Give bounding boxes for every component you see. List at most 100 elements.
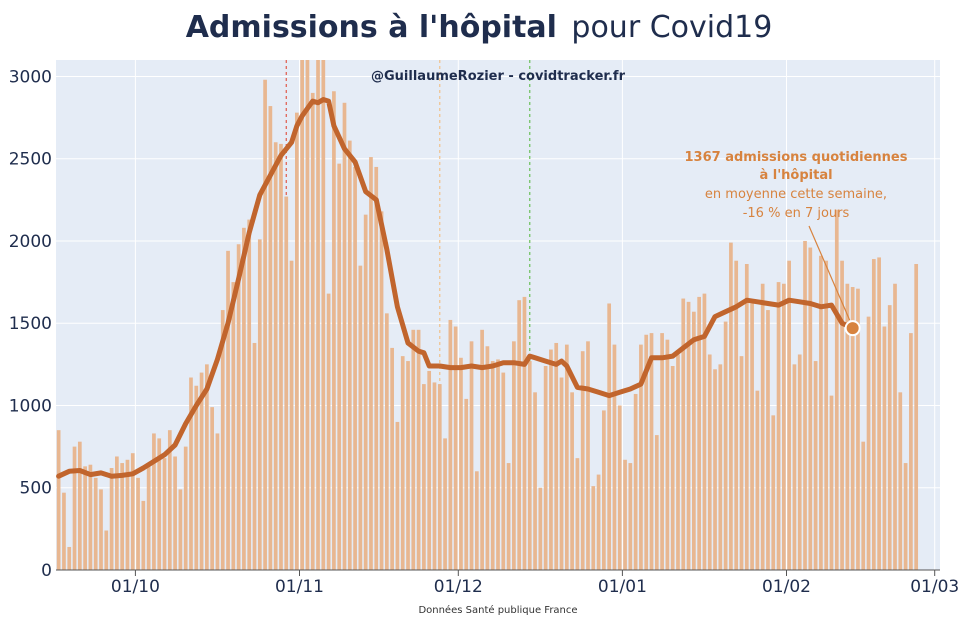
admissions-bar bbox=[882, 326, 887, 570]
admissions-bar bbox=[474, 471, 479, 570]
admissions-bar bbox=[797, 354, 802, 570]
admissions-bar bbox=[72, 446, 77, 570]
admissions-bar bbox=[506, 463, 511, 570]
admissions-bar bbox=[538, 487, 543, 570]
admissions-bar bbox=[602, 410, 606, 570]
admissions-bar bbox=[242, 227, 246, 570]
admissions-bar bbox=[236, 244, 241, 571]
admissions-bar bbox=[522, 296, 527, 570]
admissions-bar bbox=[390, 347, 394, 570]
admissions-bar bbox=[300, 60, 304, 570]
x-tick-label: 01/01 bbox=[598, 577, 647, 597]
admissions-bar bbox=[252, 342, 257, 570]
admissions-bar bbox=[543, 366, 548, 570]
admissions-bar bbox=[205, 364, 209, 570]
admissions-bar bbox=[729, 242, 733, 570]
daily-admissions-bars bbox=[56, 60, 919, 571]
admissions-bar bbox=[914, 264, 919, 570]
admissions-bar bbox=[178, 489, 183, 570]
admissions-bar bbox=[104, 530, 109, 570]
admissions-bar bbox=[903, 463, 908, 570]
admissions-bar bbox=[406, 361, 410, 570]
admissions-bar bbox=[649, 333, 654, 570]
admissions-bar bbox=[660, 333, 664, 570]
admissions-bar bbox=[115, 456, 119, 570]
admissions-bar bbox=[141, 500, 146, 570]
annotation-pointer bbox=[808, 225, 851, 321]
admissions-bar bbox=[88, 464, 93, 570]
x-tick-label: 01/03 bbox=[910, 577, 958, 597]
admissions-bar bbox=[840, 260, 844, 570]
latest-value-annotation: 1367 admissions quotidiennes à l'hôpital… bbox=[685, 150, 908, 337]
admissions-bar bbox=[310, 92, 315, 570]
admissions-bar bbox=[416, 329, 421, 570]
admissions-bar bbox=[644, 334, 649, 570]
admissions-bar bbox=[617, 405, 622, 570]
admissions-bar bbox=[771, 415, 776, 570]
admissions-bar bbox=[432, 382, 437, 570]
y-tick-label: 3000 bbox=[9, 67, 52, 87]
admissions-bar bbox=[612, 344, 617, 570]
y-tick-label: 500 bbox=[20, 479, 52, 499]
admissions-bar bbox=[146, 464, 151, 570]
admissions-bar bbox=[469, 341, 474, 570]
admissions-bar bbox=[501, 372, 506, 570]
admissions-bar bbox=[591, 486, 596, 570]
admissions-bar bbox=[496, 359, 500, 570]
admissions-bar bbox=[702, 293, 707, 570]
admissions-bar bbox=[443, 438, 447, 570]
admissions-bar bbox=[257, 239, 262, 571]
admissions-bar bbox=[744, 264, 749, 570]
admissions-bar bbox=[607, 303, 612, 570]
admissions-bar bbox=[194, 385, 199, 570]
admissions-bar bbox=[332, 91, 336, 571]
admissions-bar bbox=[845, 283, 850, 570]
admissions-bar bbox=[490, 361, 495, 570]
admissions-bar bbox=[220, 310, 225, 570]
admissions-bar bbox=[183, 446, 188, 570]
admissions-bar bbox=[512, 341, 516, 570]
admissions-bar bbox=[575, 458, 580, 570]
admissions-bar bbox=[633, 393, 638, 570]
admissions-bar bbox=[639, 344, 643, 570]
admissions-bar bbox=[866, 316, 871, 570]
admissions-bar bbox=[189, 377, 193, 570]
admissions-bar bbox=[829, 395, 834, 570]
admissions-bar bbox=[268, 106, 273, 570]
admissions-bar bbox=[781, 283, 786, 570]
admissions-bar bbox=[750, 303, 754, 570]
admissions-bar bbox=[62, 492, 66, 570]
seven-day-average-line bbox=[56, 97, 856, 479]
admissions-bar bbox=[342, 102, 347, 570]
admissions-bar bbox=[384, 313, 389, 570]
admissions-bar bbox=[665, 339, 670, 570]
x-tick-label: 01/10 bbox=[111, 577, 160, 597]
data-source: Données Santé publique France bbox=[418, 604, 577, 616]
admissions-bar bbox=[692, 311, 696, 570]
admissions-bar bbox=[289, 260, 294, 570]
admissions-bar bbox=[623, 459, 627, 570]
admissions-bar bbox=[448, 319, 453, 570]
admissions-bar bbox=[776, 282, 781, 570]
y-axis-ticks: 0 500 1000 1500 2000 2500 3000 bbox=[9, 67, 52, 581]
admissions-bar bbox=[93, 477, 98, 570]
admissions-bar bbox=[157, 438, 162, 570]
admissions-bar bbox=[453, 326, 458, 570]
admissions-bar bbox=[167, 430, 172, 570]
admissions-bar bbox=[125, 459, 130, 570]
admissions-bar bbox=[713, 369, 717, 570]
admissions-bar bbox=[586, 341, 590, 570]
admissions-bar bbox=[819, 255, 823, 570]
admissions-bar bbox=[681, 298, 686, 570]
admissions-bar bbox=[813, 361, 818, 570]
admissions-bar bbox=[316, 60, 320, 570]
y-tick-label: 1000 bbox=[9, 396, 52, 416]
x-tick-label: 01/02 bbox=[762, 577, 811, 597]
y-tick-label: 0 bbox=[41, 561, 52, 581]
admissions-bar bbox=[374, 166, 379, 570]
admissions-bar bbox=[120, 463, 125, 570]
admissions-bar bbox=[887, 305, 892, 570]
admissions-bar bbox=[559, 377, 564, 570]
admissions-bar bbox=[686, 301, 691, 570]
